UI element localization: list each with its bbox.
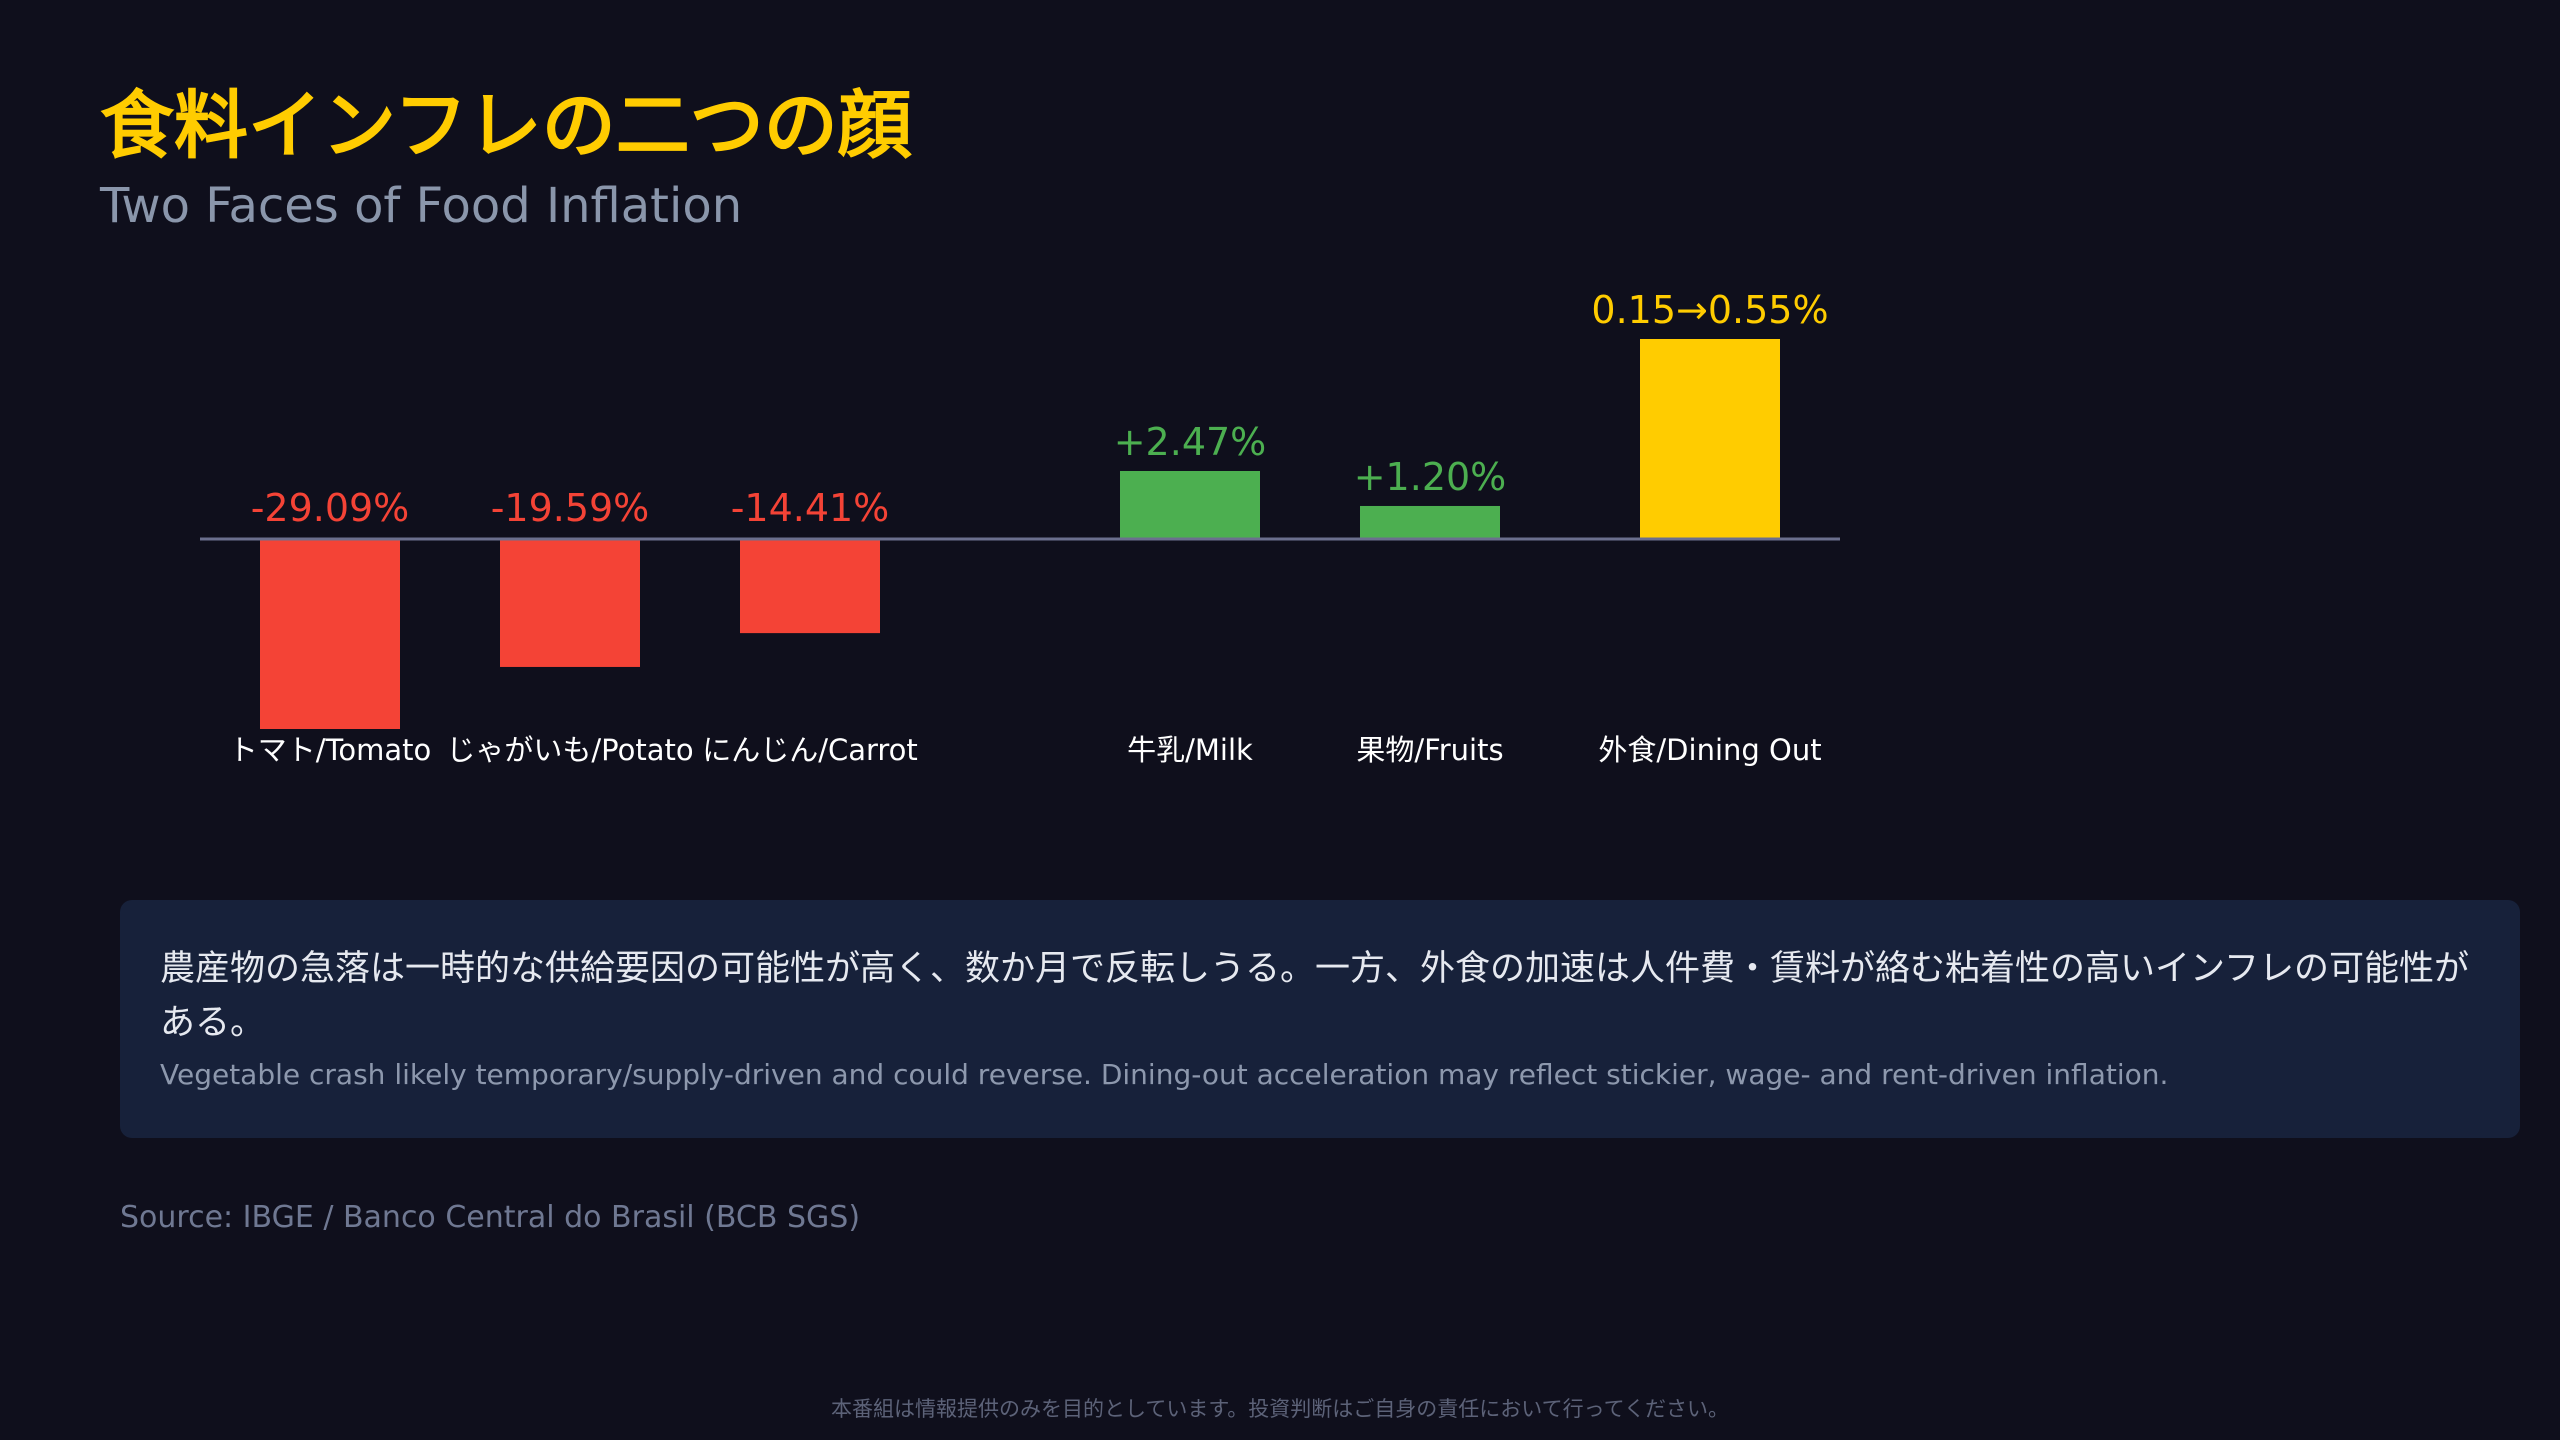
bar-4 (1360, 505, 1500, 539)
category-label-1: じゃがいも/Potato (446, 733, 693, 767)
callout-sub-text: Vegetable crash likely temporary/supply-… (160, 1058, 2169, 1091)
category-label-5: 外食/Dining Out (1598, 733, 1821, 767)
value-label-4: +1.20% (1354, 455, 1507, 499)
disclaimer: 本番組は情報提供のみを目的としています。投資判断はご自身の責任において行ってくだ… (831, 1397, 1729, 1421)
bar-3 (1120, 471, 1260, 539)
value-label-2: -14.41% (731, 486, 890, 530)
category-label-2: にんじん/Carrot (702, 733, 918, 767)
category-label-0: トマト/Tomato (229, 733, 431, 767)
page-title: 食料インフレの二つの顔 (100, 83, 912, 169)
value-label-0: -29.09% (251, 486, 410, 530)
page-subtitle: Two Faces of Food Inflation (100, 178, 743, 234)
bar-chart: -29.09% トマト/Tomato -19.59% じゃがいも/Potato -14.… (200, 288, 1840, 767)
category-label-3: 牛乳/Milk (1127, 733, 1253, 767)
bar-5 (1640, 339, 1780, 539)
bar-2 (740, 539, 880, 634)
callout-main-text: 農産物の急落は一時的な供給要因の可能性が高く、数か月で反転しうる。一方、外食の加… (160, 949, 2469, 1043)
value-label-5: 0.15→0.55% (1591, 288, 1828, 332)
category-label-4: 果物/Fruits (1356, 733, 1503, 767)
source-note: Source: IBGE / Banco Central do Brasil (… (120, 1200, 861, 1235)
bar-0 (260, 539, 400, 729)
bar-1 (500, 539, 640, 667)
value-label-1: -19.59% (491, 486, 650, 530)
insight-callout: 農産物の急落は一時的な供給要因の可能性が高く、数か月で反転しうる。一方、外食の加… (120, 900, 2520, 1138)
value-label-3: +2.47% (1114, 420, 1267, 464)
